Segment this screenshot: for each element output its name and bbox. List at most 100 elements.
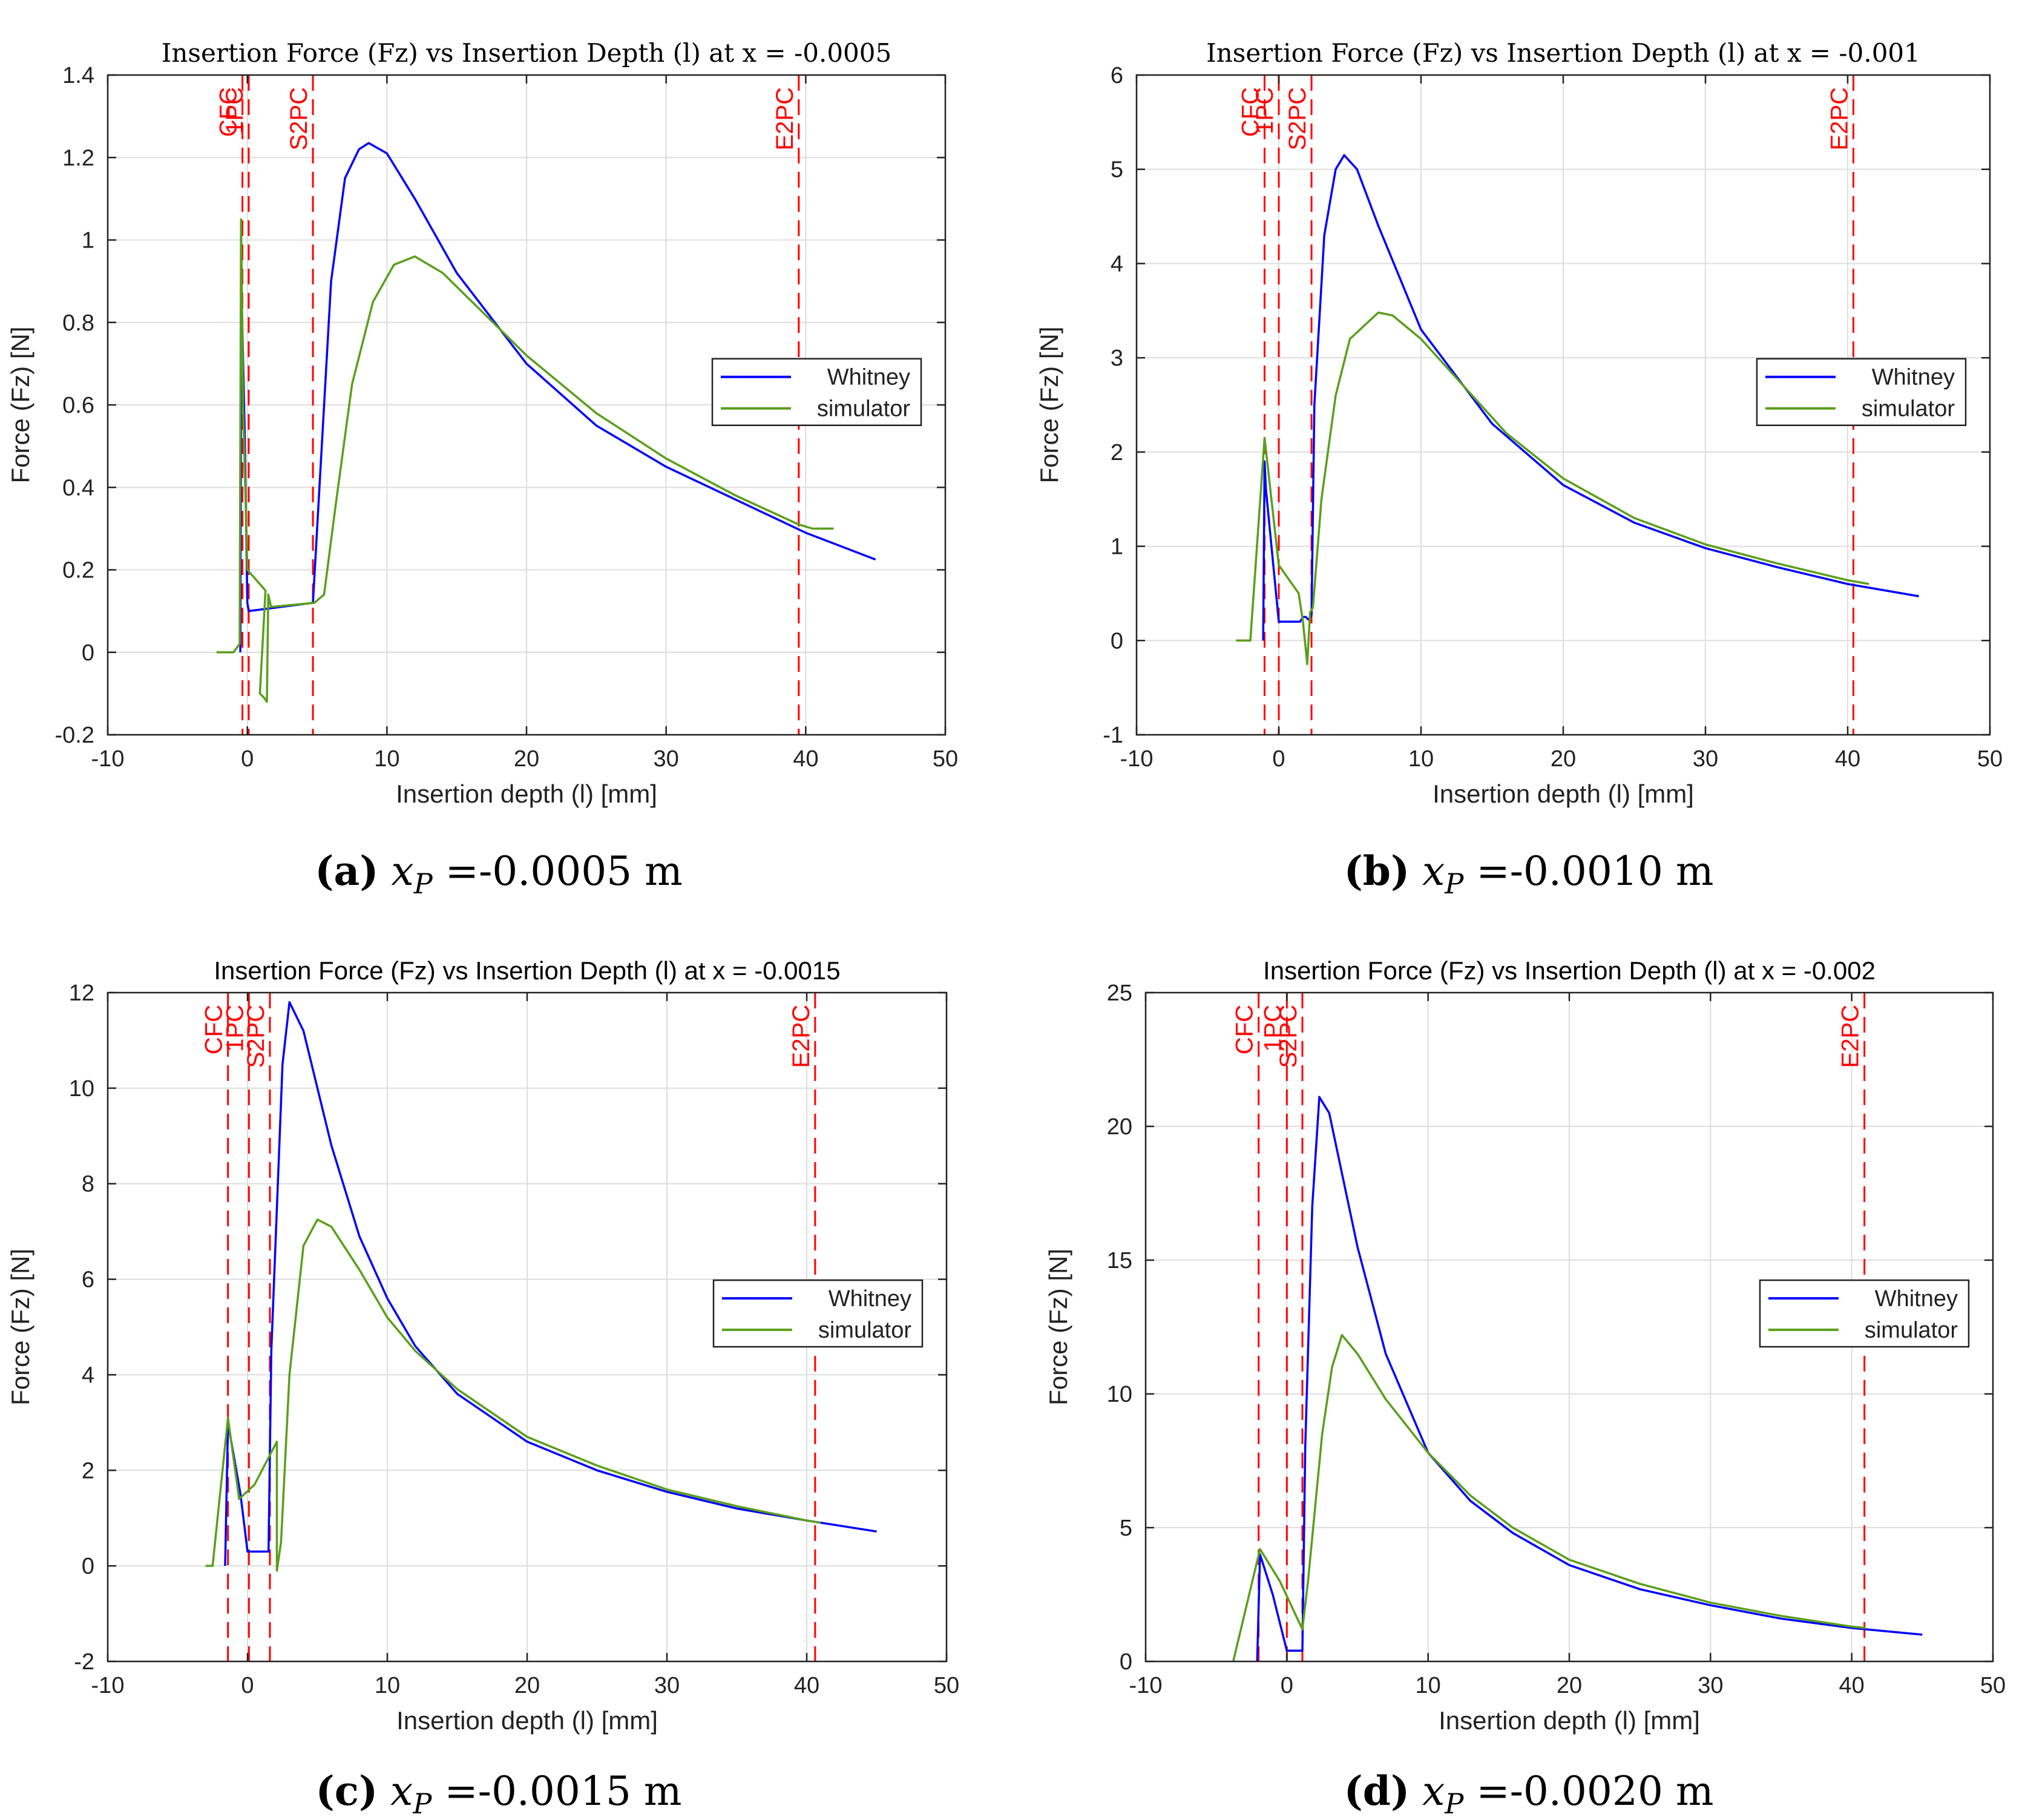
x-tick-label: 30 (1698, 1673, 1723, 1698)
x-tick-label: 20 (514, 1673, 540, 1698)
legend-label-simulator: simulator (1865, 1318, 1958, 1343)
marker-label-cfc: CFC (1238, 87, 1264, 137)
y-axis-label: Force (Fz) [N] (1035, 327, 1063, 484)
marker-label-s2pc: S2PC (1275, 1005, 1302, 1068)
y-tick-label: 8 (82, 1172, 94, 1197)
chart-title: Insertion Force (Fz) vs Insertion Depth … (162, 38, 891, 68)
marker-label-1pc: 1PC (1259, 1005, 1286, 1052)
y-tick-label: 0 (1111, 628, 1123, 654)
x-tick-label: 0 (1272, 746, 1285, 772)
series-line-simulator (216, 218, 834, 703)
legend-label-whitney: Whitney (1875, 1286, 1958, 1312)
x-tick-label: -10 (91, 746, 125, 772)
y-tick-label: 5 (1120, 1516, 1132, 1541)
y-tick-label: 10 (1107, 1382, 1132, 1407)
y-tick-label: 12 (69, 981, 94, 1006)
y-tick-label: 3 (1111, 346, 1123, 371)
marker-label-1pc: 1PC (222, 87, 248, 134)
y-tick-label: 15 (1107, 1248, 1132, 1273)
marker-label-s2pc: S2PC (243, 1005, 269, 1068)
x-tick-label: 30 (1693, 746, 1718, 772)
y-tick-label: 0.4 (62, 475, 94, 501)
series-line-whitney (224, 1001, 877, 1566)
x-tick-label: -10 (1129, 1673, 1163, 1698)
marker-label-e2pc: E2PC (788, 1005, 815, 1068)
x-tick-label: 50 (933, 746, 958, 772)
y-tick-label: 2 (1111, 440, 1123, 465)
x-tick-label: 20 (1557, 1673, 1582, 1698)
legend-label-whitney: Whitney (1872, 365, 1955, 390)
y-tick-label: 0 (1120, 1649, 1132, 1675)
marker-label-e2pc: E2PC (1837, 1005, 1864, 1068)
x-tick-label: 10 (375, 1673, 400, 1698)
caption-b: (b) xP =-0.0010 m (1344, 847, 1714, 901)
y-tick-label: -1 (1103, 723, 1123, 748)
caption-d: (d) xP =-0.0020 m (1344, 1767, 1714, 1820)
series-line-whitney (1262, 154, 1919, 641)
y-tick-label: 2 (82, 1458, 94, 1483)
y-tick-label: 6 (82, 1267, 94, 1293)
legend-box (1759, 1279, 1970, 1348)
y-tick-label: 0 (82, 1554, 94, 1579)
x-tick-label: -10 (91, 1673, 125, 1698)
marker-label-cfc: CFC (201, 1005, 228, 1054)
y-tick-label: 0 (82, 640, 94, 666)
x-tick-label: 40 (794, 1673, 819, 1698)
x-tick-label: 0 (241, 746, 254, 772)
marker-label-1pc: 1PC (222, 1005, 248, 1052)
x-tick-label: 10 (374, 746, 399, 772)
y-tick-label: 20 (1107, 1114, 1132, 1140)
y-tick-label: 0.2 (62, 558, 94, 583)
x-tick-label: 20 (514, 746, 539, 772)
legend-label-simulator: simulator (1862, 396, 1955, 422)
x-tick-label: 0 (241, 1673, 254, 1698)
legend-box (711, 358, 922, 426)
x-tick-label: 50 (1977, 746, 2003, 772)
marker-label-cfc: CFC (215, 87, 242, 137)
y-tick-label: 1 (1111, 534, 1123, 560)
x-tick-label: 20 (1551, 746, 1576, 772)
y-tick-label: 1.2 (62, 145, 94, 171)
marker-label-e2pc: E2PC (1826, 87, 1853, 151)
x-tick-label: 0 (1281, 1673, 1293, 1698)
marker-label-e2pc: E2PC (772, 87, 798, 151)
legend-label-whitney: Whitney (827, 365, 910, 390)
x-tick-label: 50 (934, 1673, 959, 1698)
marker-label-s2pc: S2PC (286, 87, 312, 151)
y-tick-label: 4 (1111, 251, 1123, 277)
series-line-whitney (1256, 1096, 1923, 1661)
y-tick-label: 5 (1111, 157, 1123, 183)
caption-c: (c) xP =-0.0015 m (315, 1767, 682, 1820)
marker-label-cfc: CFC (1232, 1005, 1258, 1054)
y-tick-label: 10 (69, 1076, 94, 1102)
y-tick-label: 0.8 (62, 310, 94, 336)
x-tick-label: 30 (654, 746, 679, 772)
legend-box (1756, 358, 1967, 426)
series-line-simulator (1232, 1334, 1866, 1661)
y-axis-label: Force (Fz) [N] (6, 327, 34, 484)
y-tick-label: 6 (1111, 63, 1123, 88)
x-tick-label: 40 (793, 746, 818, 772)
y-axis-label: Force (Fz) [N] (1044, 1249, 1072, 1405)
marker-label-s2pc: S2PC (1284, 87, 1311, 151)
x-axis-label: Insertion depth (l) [mm] (1433, 780, 1694, 808)
x-tick-label: -10 (1120, 746, 1154, 772)
legend-label-simulator: simulator (817, 396, 910, 422)
x-tick-label: 40 (1835, 746, 1860, 772)
chart-title: Insertion Force (Fz) vs Insertion Depth … (1206, 38, 1920, 68)
y-tick-label: 25 (1107, 981, 1132, 1006)
x-tick-label: 10 (1416, 1673, 1441, 1698)
x-axis-label: Insertion depth (l) [mm] (396, 1706, 658, 1735)
legend-label-whitney: Whitney (829, 1286, 911, 1312)
x-tick-label: 50 (1980, 1673, 2006, 1698)
chart-title: Insertion Force (Fz) vs Insertion Depth … (214, 956, 840, 985)
y-axis-label: Force (Fz) [N] (6, 1249, 34, 1405)
marker-label-1pc: 1PC (1252, 87, 1278, 134)
x-tick-label: 40 (1839, 1673, 1865, 1698)
y-tick-label: 4 (82, 1362, 94, 1388)
x-tick-label: 10 (1408, 746, 1434, 772)
